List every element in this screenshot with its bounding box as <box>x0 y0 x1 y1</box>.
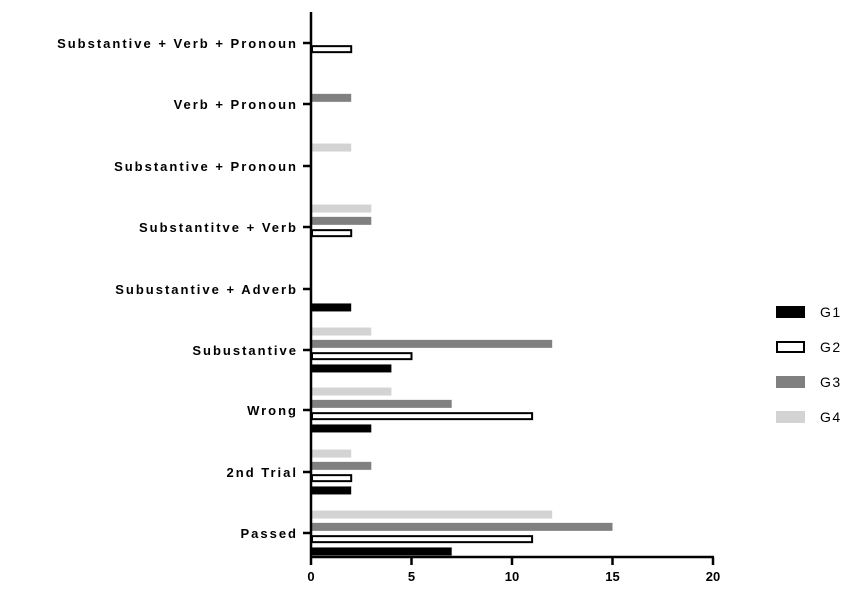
x-tick-label: 0 <box>307 569 314 584</box>
bar-g4-substantive-pronoun <box>311 143 352 152</box>
x-tick-label: 15 <box>605 569 619 584</box>
axes-group: Passed 2nd Trial Wrong Subustantive Subustan… <box>57 12 720 584</box>
bar-g1-passed <box>311 547 452 556</box>
category-label: Substantitve + Verb <box>139 220 298 235</box>
bar-g1-subustantive <box>311 364 392 373</box>
bar-g2-passed <box>311 535 534 544</box>
category-label: 2nd Trial <box>227 465 298 480</box>
bar-g2-substantive-verb-pronoun <box>311 45 353 54</box>
x-tick-label: 20 <box>706 569 720 584</box>
category-label: Subustantive + Adverb <box>115 282 298 297</box>
bar-g2-substantitve-verb <box>311 229 353 238</box>
legend-label-g1: G1 <box>820 304 842 320</box>
bar-g1-subustantive-adverb <box>311 303 352 312</box>
bar-g2-2nd-trial <box>311 474 353 483</box>
legend-swatch-g1 <box>776 306 805 318</box>
bar-g4-substantitve-verb <box>311 204 372 213</box>
bar-g3-verb-pronoun <box>311 93 352 102</box>
legend-swatch-g2 <box>776 341 805 353</box>
legend-swatch-g4 <box>776 411 805 423</box>
legend: G1 G2 G3 G4 <box>776 304 842 425</box>
bars-group <box>311 45 613 556</box>
bar-g4-subustantive <box>311 327 372 336</box>
bar-g3-passed <box>311 522 613 531</box>
category-label: Wrong <box>247 403 298 418</box>
legend-label-g2: G2 <box>820 339 842 355</box>
bar-g4-2nd-trial <box>311 449 352 458</box>
bar-g4-passed <box>311 510 553 519</box>
category-label: Substantive + Pronoun <box>114 159 298 174</box>
category-label: Passed <box>240 526 298 541</box>
legend-swatch-g3 <box>776 376 805 388</box>
bar-g3-wrong <box>311 399 452 408</box>
bar-g4-wrong <box>311 387 392 396</box>
category-label: Verb + Pronoun <box>174 97 298 112</box>
x-tick-label: 10 <box>505 569 519 584</box>
bar-g3-2nd-trial <box>311 461 372 470</box>
x-tick-label: 5 <box>408 569 415 584</box>
bar-g3-subustantive <box>311 339 553 348</box>
bar-g1-wrong <box>311 424 372 433</box>
bar-g2-wrong <box>311 412 534 421</box>
bar-g3-substantitve-verb <box>311 216 372 225</box>
category-label: Substantive + Verb + Pronoun <box>57 36 298 51</box>
bar-g1-2nd-trial <box>311 486 352 495</box>
category-label: Subustantive <box>192 343 298 358</box>
bar-g2-subustantive <box>311 352 413 361</box>
legend-label-g4: G4 <box>820 409 842 425</box>
legend-label-g3: G3 <box>820 374 842 390</box>
